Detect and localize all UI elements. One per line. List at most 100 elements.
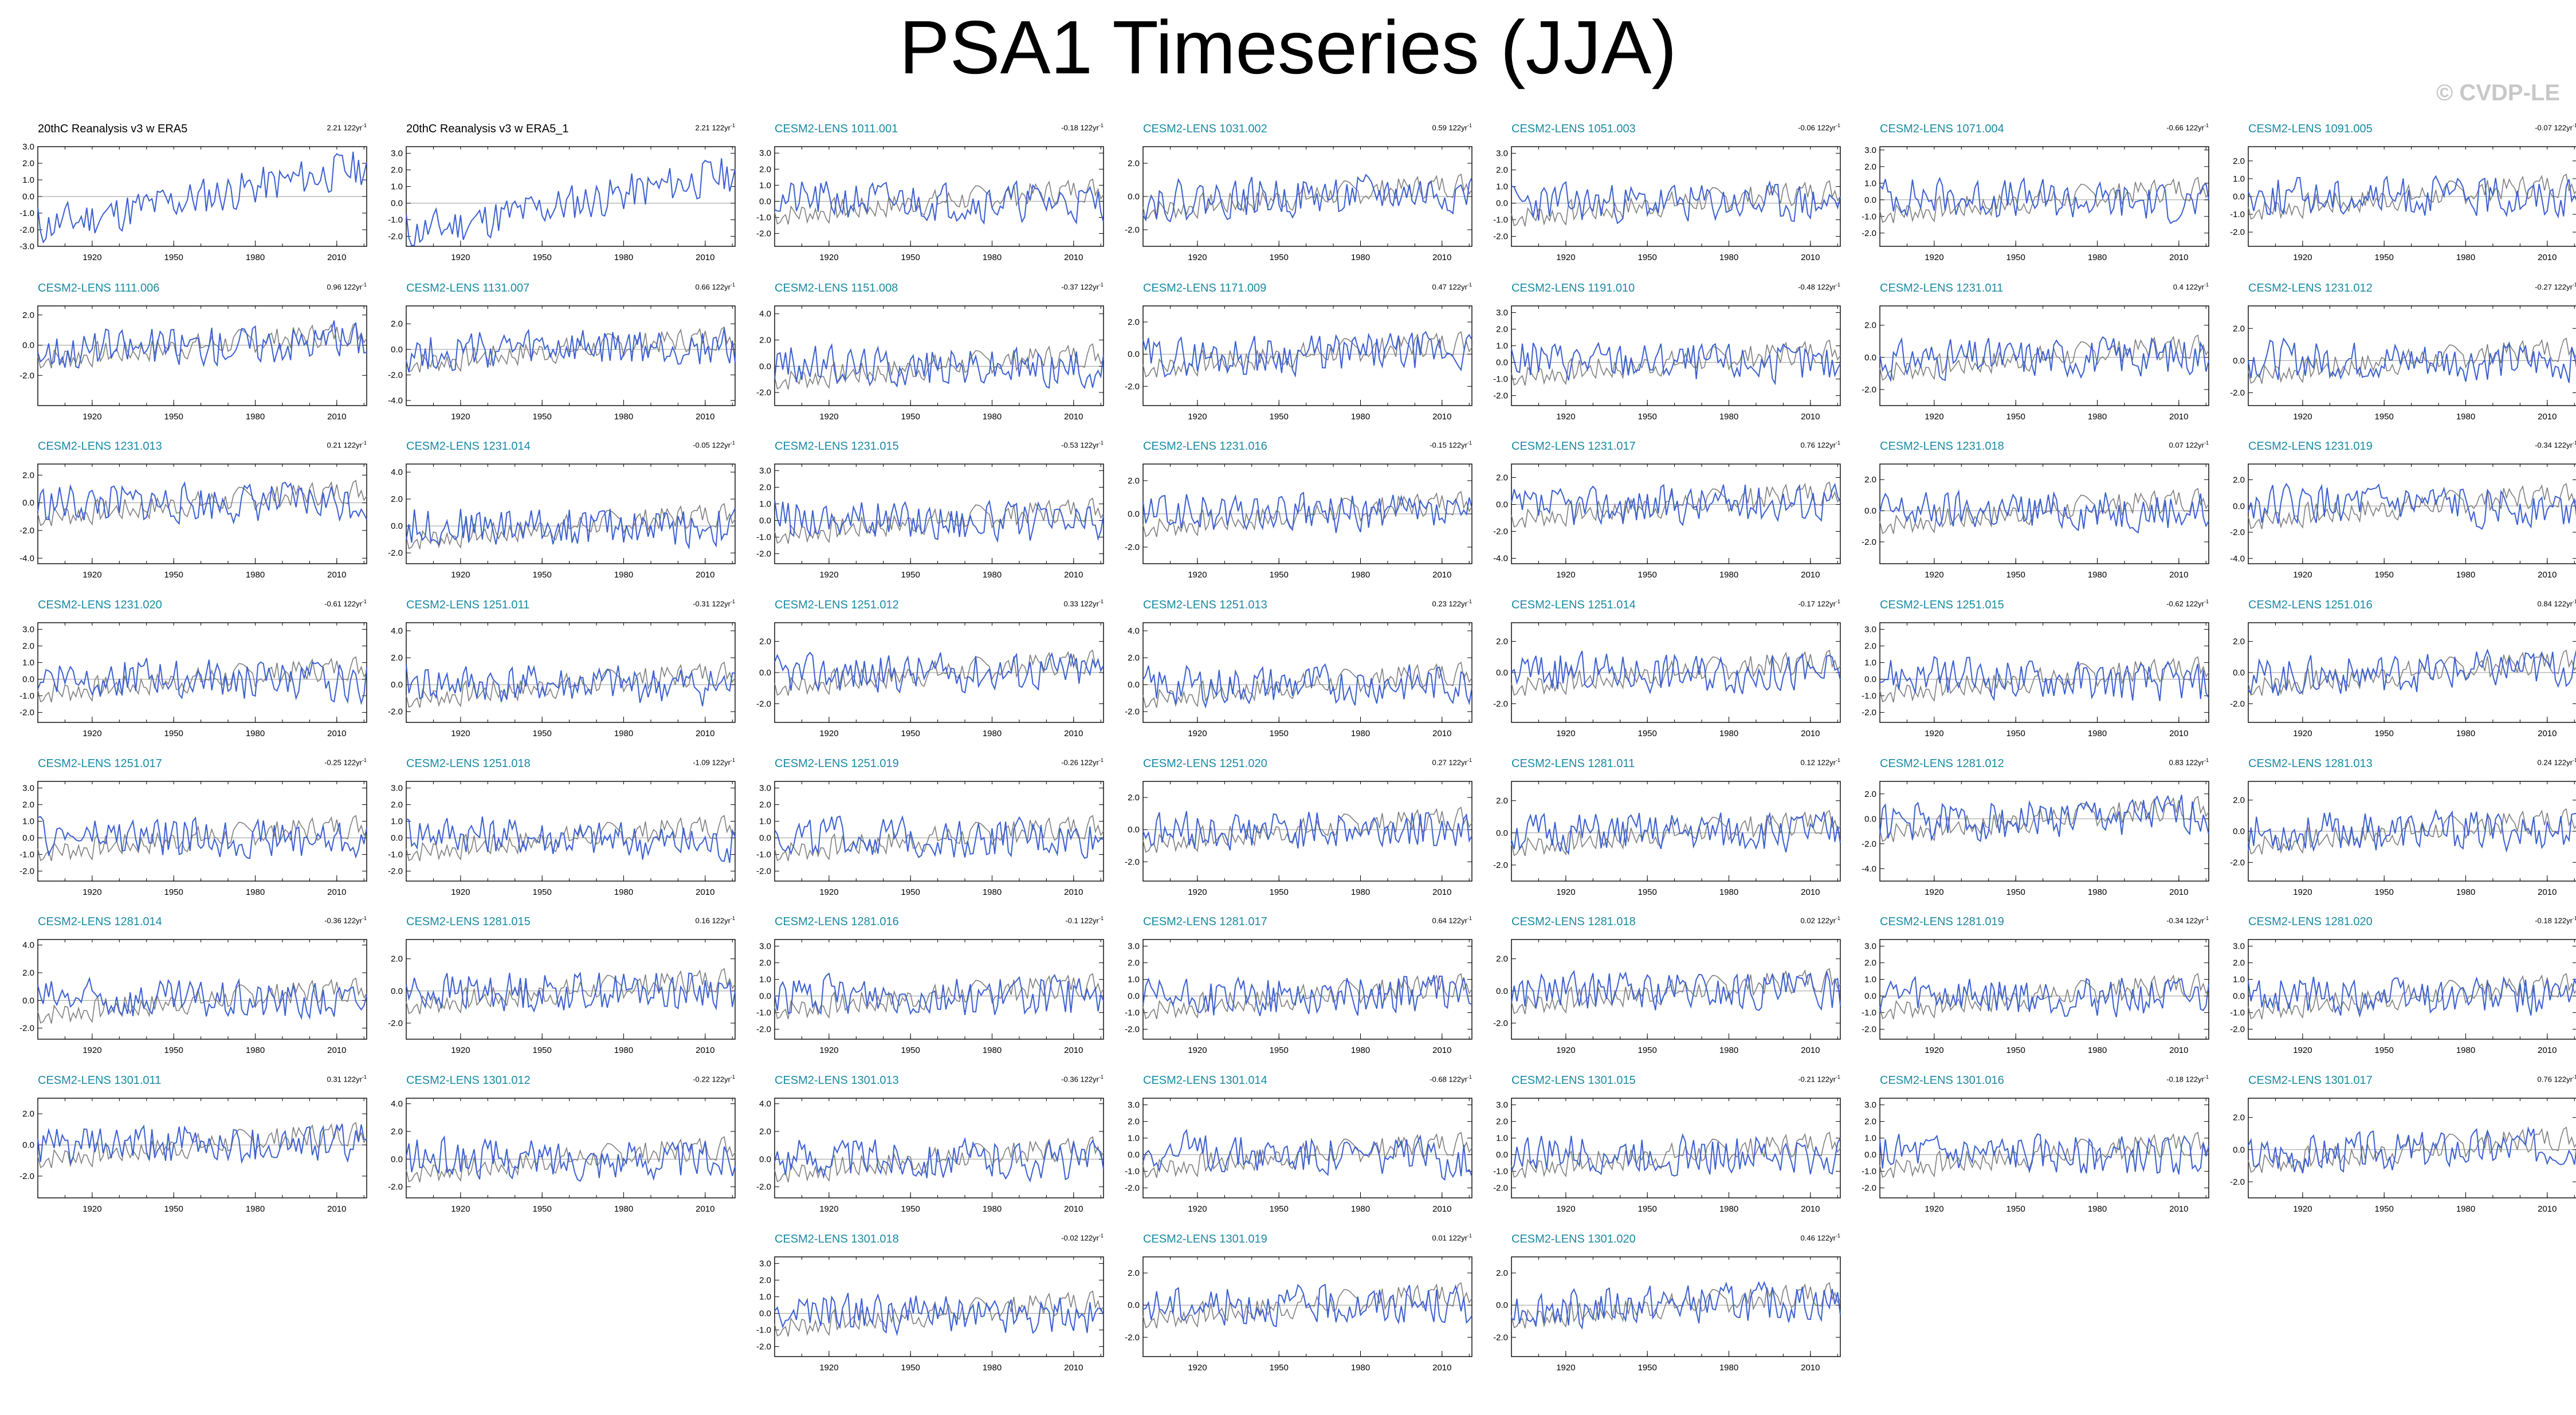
reference-series-line [1511,180,1841,227]
chart-panel: CESM2-LENS 1251.012 0.33 122yr-1 2.0 0.0 -2.… [739,598,1107,749]
y-tick-label: -2.0 [1493,1333,1508,1342]
x-tick-label: 1920 [83,1204,101,1214]
y-tick-label: 1.0 [1864,1134,1876,1143]
trend-label: 0.27 122yr-1 [1432,757,1472,767]
trend-unit: 122yr [1817,282,1836,292]
chart-panel: 20thC Reanalysis v3 w ERA5_1 2.21 122yr-1… [371,121,739,273]
x-tick-label: 1950 [1638,253,1657,262]
trend-unit: 122yr [343,282,362,292]
panel-title: CESM2-LENS 1191.010 [1511,282,1635,294]
x-tick-label: 1980 [1351,570,1370,580]
x-tick-label: 1980 [983,729,1002,738]
x-tick-label: 2010 [2538,1204,2557,1214]
x-tick-label: 1920 [819,729,838,738]
x-tick-label: 2010 [696,570,714,580]
y-tick-label: -2.0 [1125,382,1140,391]
y-tick-label: 0.0 [1128,349,1140,359]
panel-plot: 2.0 0.0 -2.0 1920 1950 1980 2010 [1862,305,2209,422]
chart-panel: CESM2-LENS 1281.016 -0.1 122yr-1 3.0 2.0 1.0… [739,914,1107,1066]
x-tick-label: 1920 [2293,1204,2312,1214]
x-tick-label: 2010 [2538,1045,2557,1055]
trend-label: 0.76 122yr-1 [2537,1074,2576,1084]
y-tick-label: -2.0 [1493,1184,1508,1193]
plot-frame [406,1098,736,1198]
trend-value: -0.34 [2166,916,2186,925]
trend-value: 0.21 [327,441,344,450]
panel-plot: 4.0 2.0 0.0 -2.0 1920 1950 1980 2010 [388,463,736,580]
x-tick-label: 1950 [1270,1363,1289,1373]
y-tick-label: 2.0 [22,470,34,480]
panel-title: CESM2-LENS 1251.018 [406,757,531,770]
x-tick-label: 1950 [164,1204,183,1214]
x-tick-label: 2010 [327,570,346,580]
x-tick-label: 1980 [2088,253,2107,262]
chart-panel: CESM2-LENS 1251.015 -0.62 122yr-1 3.0 2.0 1.… [1844,598,2212,749]
x-tick-label: 2010 [1801,1204,1820,1214]
panel-plot: 3.0 2.0 1.0 0.0 -1.0 -2.0 1920 1950 1980 2010 [388,146,736,262]
y-tick-label: 0.0 [1128,992,1140,1001]
y-tick-label: 0.0 [22,675,34,685]
y-tick-label: 0.0 [1496,668,1508,678]
y-tick-label: 3.0 [759,784,771,793]
x-tick-label: 1920 [1188,253,1207,262]
y-tick-label: -1.0 [756,533,771,543]
reference-series-line [774,343,1104,390]
trend-label: -0.61 122yr-1 [324,599,367,608]
reference-series-line [774,815,1104,862]
trend-label: -0.36 122yr-1 [324,915,367,925]
series-line [37,481,367,525]
panel-plot: 3.0 2.0 1.0 0.0 -1.0 -2.0 1920 1950 1980 2010 [756,939,1104,1055]
trend-label: -0.36 122yr-1 [1061,1074,1104,1084]
y-tick-label: -2.0 [19,1024,34,1033]
y-tick-label: 1.0 [759,817,771,827]
trend-label: 0.24 122yr-1 [2537,757,2576,767]
panel-plot: 2.0 0.0 -2.0 1920 1950 1980 2010 [388,939,736,1055]
trend-value: -0.02 [1061,1233,1081,1243]
trend-unit: 122yr [2185,282,2204,292]
x-tick-label: 2010 [327,412,346,422]
x-tick-label: 1980 [2456,253,2475,262]
x-tick-label: 2010 [696,729,714,738]
y-tick-label: -2.0 [388,707,403,717]
y-tick-label: -3.0 [19,242,34,251]
page-title: PSA1 Timeseries (JJA) [899,5,1677,89]
x-tick-label: 1920 [819,412,838,422]
trend-value: 0.66 [695,282,712,292]
trend-label: -0.66 122yr-1 [2166,123,2209,132]
panel-plot: 2.0 0.0 -2.0 1920 1950 1980 2010 [1125,781,1472,897]
panel-plot: 3.0 2.0 1.0 0.0 -1.0 -2.0 1920 1950 1980 2010 [388,781,736,897]
x-tick-label: 2010 [327,887,346,897]
y-tick-label: 2.0 [759,958,771,968]
x-tick-label: 1950 [1270,1204,1289,1214]
x-tick-label: 1980 [614,412,633,422]
y-tick-label: -1.0 [1862,1008,1876,1018]
trend-label: -0.31 122yr-1 [693,599,735,608]
y-tick-label: -2.0 [1862,839,1876,849]
panel-plot: 2.0 0.0 -2.0 1920 1950 1980 2010 [19,305,367,422]
series-line [1511,811,1841,855]
x-tick-label: 1950 [1270,412,1289,422]
trend-unit: 122yr [1448,758,1467,767]
x-tick-label: 1980 [1351,887,1370,897]
reference-series-line [2248,649,2576,696]
trend-label: -0.18 122yr-1 [2166,1074,2209,1084]
trend-value: -0.25 [324,758,344,767]
chart-panel: CESM2-LENS 1231.015 -0.53 122yr-1 3.0 2.0 1.… [739,439,1107,590]
y-tick-label: 0.0 [391,834,403,843]
series-line [2248,175,2576,219]
trend-value: 0.84 [2537,599,2554,608]
x-tick-label: 1920 [1188,1363,1207,1373]
trend-value: -0.37 [1061,282,1081,292]
y-tick-label: 0.0 [2233,501,2245,511]
trend-label: 0.23 122yr-1 [1432,599,1472,608]
x-tick-label: 2010 [1064,1204,1083,1214]
x-tick-label: 1950 [533,1045,552,1055]
y-tick-label: 0.0 [1864,1150,1876,1160]
y-tick-label: -2.0 [756,1342,771,1352]
trend-label: -0.15 122yr-1 [1430,440,1472,450]
trend-value: 0.16 [695,916,712,925]
panel-plot: 4.0 2.0 0.0 -2.0 1920 1950 1980 2010 [756,305,1104,422]
x-tick-label: 1950 [2375,412,2394,422]
series-line [1511,1133,1841,1177]
y-tick-label: 2.0 [2233,156,2245,166]
